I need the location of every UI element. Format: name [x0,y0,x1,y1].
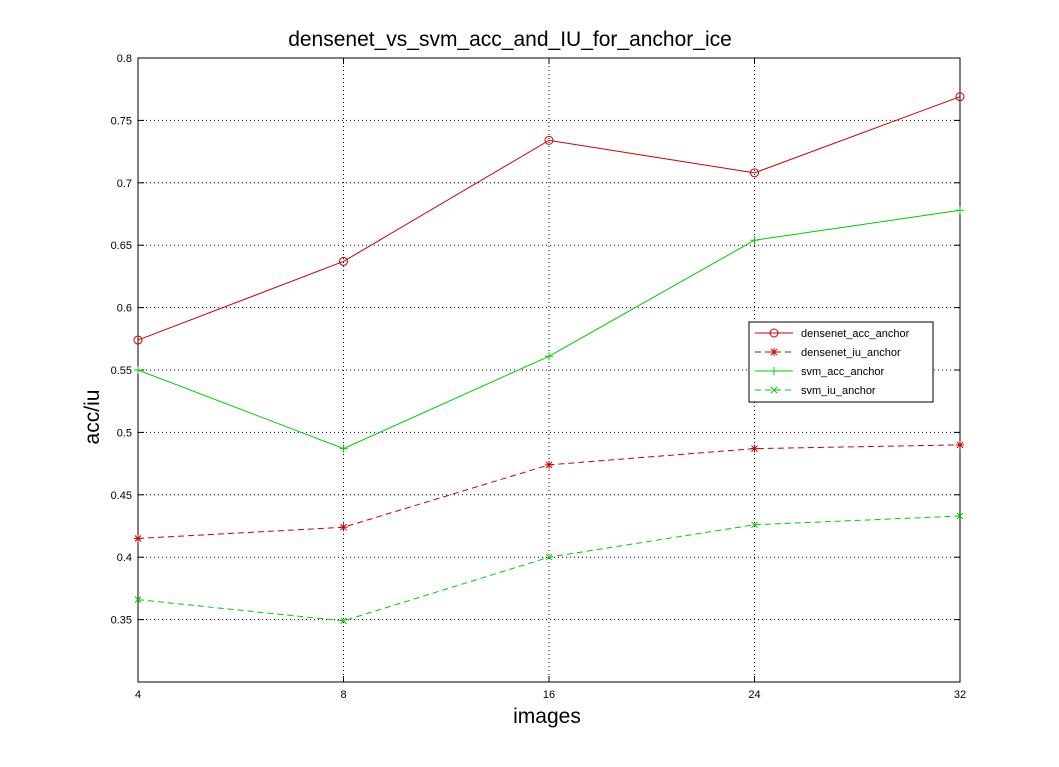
data-point-densenet_iu_anchor [750,444,759,453]
marker-circle [769,328,779,338]
data-point-svm_acc_anchor [545,352,553,361]
legend: densenet_acc_anchor densenet_iu_anchorsvm… [748,321,934,403]
y-tick-label: 0.4 [117,552,132,564]
y-tick-label: 0.8 [117,53,132,65]
data-point-svm_iu_anchor [340,617,347,625]
data-point-svm_acc_anchor [339,444,348,453]
marker-circle [133,335,143,345]
data-point-densenet_acc_anchor [544,135,554,145]
marker-circle [339,256,348,266]
x-tick-label: 32 [954,689,966,701]
marker-star-b [545,461,553,469]
y-tick-label: 0.6 [117,303,132,315]
marker-star-b [770,348,778,356]
marker-x-b [134,596,142,603]
y-tick-label: 0.45 [111,490,132,502]
marker-x-b [751,521,758,529]
legend-marker-densenet_acc_anchor [769,328,779,338]
marker-x-b [340,617,347,625]
marker-circle [955,92,965,102]
data-point-svm_iu_anchor [134,596,142,603]
marker-circle [544,135,554,145]
legend-marker-svm_iu_anchor [770,386,778,394]
marker-star-b [340,523,347,531]
y-tick-label: 0.55 [111,365,132,377]
data-point-svm_iu_anchor [751,521,758,529]
data-point-densenet_iu_anchor [134,534,142,543]
data-point-densenet_acc_anchor [955,92,965,102]
chart-title: densenet_vs_svm_acc_and_IU_for_anchor_ic… [288,28,732,51]
data-point-densenet_iu_anchor [545,460,553,469]
y-tick-label: 0.75 [111,115,132,127]
legend-box [748,321,934,403]
data-point-densenet_iu_anchor [339,523,348,532]
legend-marker-svm_acc_anchor [770,367,778,375]
x-tick-label: 24 [748,689,760,701]
legend-label-svm_iu_anchor: svm_iu_anchor [801,385,876,397]
legend-label-densenet_iu_anchor: densenet_iu_anchor [801,347,901,359]
marker-x-b [770,386,778,394]
marker-x-b [545,553,553,561]
data-point-svm_iu_anchor [545,553,553,561]
legend-marker-densenet_iu_anchor [770,348,778,356]
legend-label-densenet_acc_anchor: densenet_acc_anchor [801,328,910,340]
marker-star-b [751,445,758,452]
marker-star-b [134,535,142,542]
data-point-densenet_iu_anchor [956,440,964,449]
x-axis-label: images [513,705,581,728]
legend-label-svm_acc_anchor: svm_acc_anchor [801,366,884,378]
y-axis-label: acc/iu [81,390,104,445]
marker-circle [750,168,759,178]
y-tick-label: 0.65 [111,240,132,252]
marker-x-b [956,512,964,520]
data-point-svm_acc_anchor [750,236,759,245]
data-point-svm_acc_anchor [956,206,964,215]
x-tick-label: 16 [543,689,555,701]
y-tick-label: 0.35 [111,615,132,627]
data-point-svm_iu_anchor [956,512,964,520]
marker-star-b [956,441,964,449]
data-point-svm_acc_anchor [134,366,142,374]
y-tick-label: 0.5 [117,427,132,439]
data-point-densenet_acc_anchor [339,256,348,266]
y-tick-label: 0.7 [117,178,132,190]
x-tick-label: 4 [135,689,141,701]
data-point-densenet_acc_anchor [750,168,759,178]
series-line-densenet_acc_anchor [137,96,961,341]
x-tick-label: 8 [340,689,346,701]
data-point-densenet_acc_anchor [133,335,143,345]
